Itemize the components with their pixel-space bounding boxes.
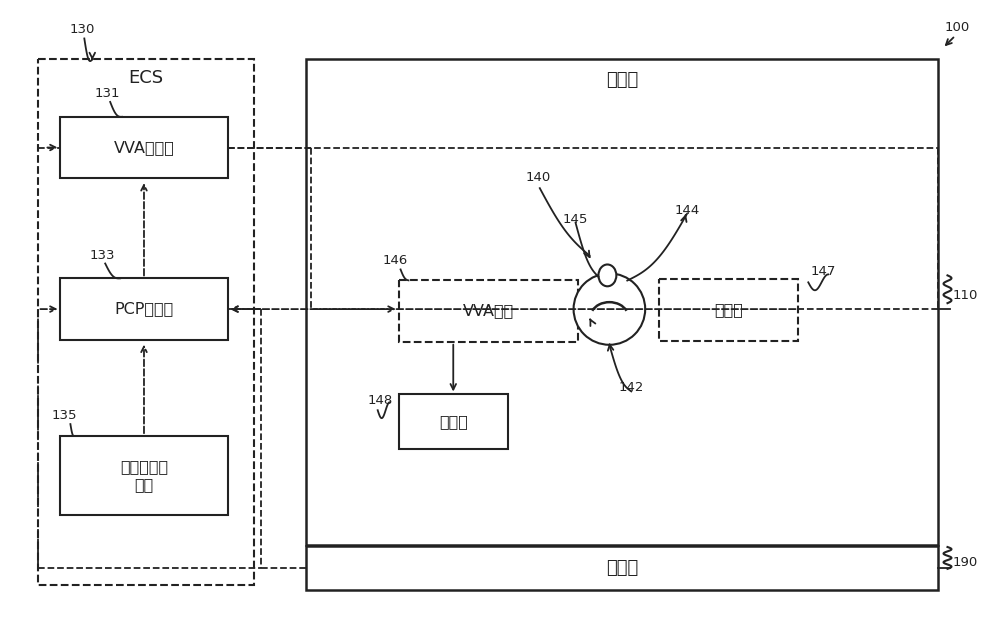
Bar (60, 436, 228, 515)
Text: 进气门: 进气门 (439, 414, 468, 429)
Text: 110: 110 (952, 289, 978, 301)
Text: 148: 148 (368, 394, 393, 407)
Bar (306, 60, 938, 545)
Text: 130: 130 (70, 22, 95, 35)
Bar (659, 279, 798, 341)
Text: 135: 135 (52, 409, 77, 422)
Bar (399, 280, 578, 342)
Bar (38, 60, 254, 585)
Text: 147: 147 (810, 266, 836, 278)
Text: 145: 145 (563, 213, 588, 226)
Text: 140: 140 (525, 172, 550, 184)
Text: 131: 131 (94, 87, 120, 100)
Bar (60, 278, 228, 340)
Circle shape (574, 273, 645, 345)
Bar (306, 546, 938, 589)
Text: 142: 142 (619, 381, 644, 394)
Text: 146: 146 (383, 255, 408, 268)
Text: 100: 100 (945, 21, 970, 34)
Text: 发动机控制
参数: 发动机控制 参数 (120, 460, 168, 492)
Text: 144: 144 (674, 204, 700, 217)
Text: 发动机: 发动机 (606, 71, 638, 89)
Text: ECS: ECS (128, 69, 164, 87)
Bar (60, 116, 228, 179)
Text: 排气门: 排气门 (714, 303, 743, 317)
Text: 传感器: 传感器 (606, 559, 638, 577)
Text: 190: 190 (952, 556, 978, 570)
Ellipse shape (598, 264, 616, 286)
Text: 133: 133 (89, 248, 115, 262)
Text: PCP传感器: PCP传感器 (114, 301, 174, 317)
Bar (399, 394, 508, 449)
Text: VVA控制器: VVA控制器 (114, 140, 174, 155)
Text: VVA系统: VVA系统 (462, 303, 514, 319)
